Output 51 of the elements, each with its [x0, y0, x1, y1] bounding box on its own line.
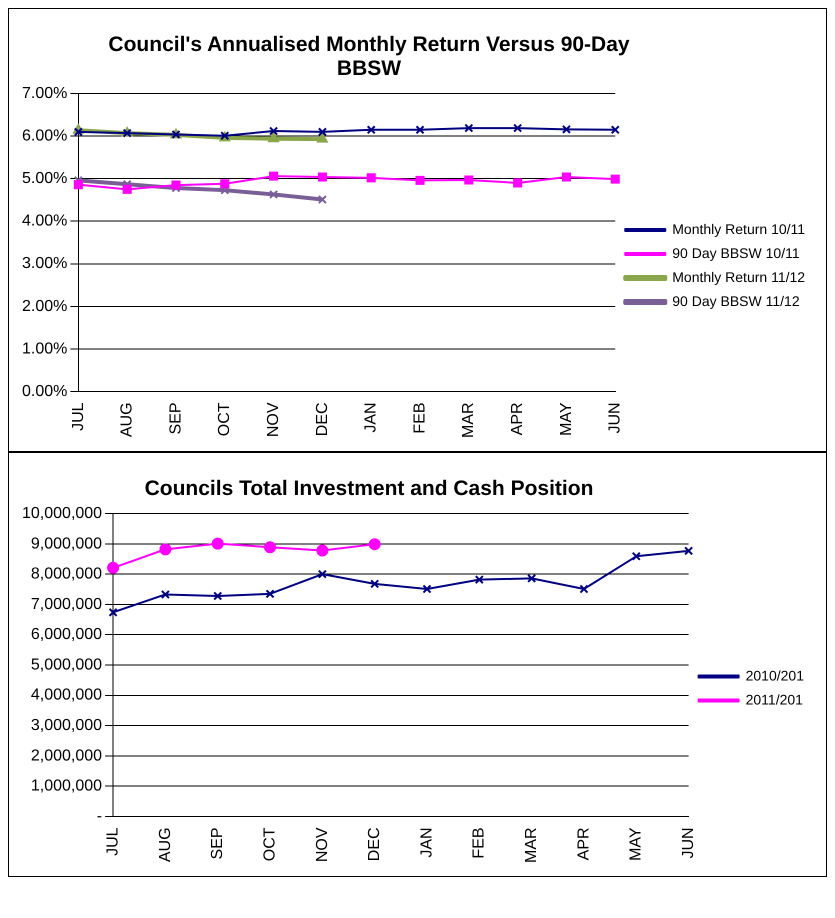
x-tick-label: NOV: [314, 827, 331, 862]
x-tick-label: SEP: [167, 402, 184, 434]
y-tick-label: 2.00%: [22, 298, 68, 315]
x-tick-label: DEC: [314, 402, 331, 436]
y-tick-label: 5.00%: [22, 170, 68, 188]
legend-label: 2010/201: [746, 667, 804, 684]
x-tick-label: JUN: [606, 402, 624, 434]
x-tick-label: FEB: [411, 402, 428, 434]
x-tick-label: APR: [575, 827, 592, 860]
y-tick-label: 7.00%: [22, 85, 68, 102]
y-tick-label: 2,000,000: [30, 747, 102, 764]
x-tick-label: JUN: [680, 827, 698, 859]
x-tick-label: SEP: [209, 827, 226, 860]
x-tick-label: MAR: [460, 402, 478, 438]
x-tick-label: AUG: [118, 402, 136, 438]
chart-title: Council's Annualised Monthly Return Versus 90-Day BBSW: [107, 33, 631, 81]
y-tick-label: 5,000,000: [30, 656, 102, 674]
x-tick-label: DEC: [366, 827, 384, 862]
y-tick-label: -: [96, 808, 102, 825]
x-tick-label: MAY: [628, 827, 645, 861]
x-tick-label: JAN: [362, 402, 380, 433]
y-tick-label: 1.00%: [22, 340, 68, 358]
legend-label: 90 Day BBSW 11/12: [672, 292, 800, 309]
y-tick-label: 4.00%: [22, 212, 68, 230]
y-tick-label: 3.00%: [22, 255, 68, 272]
y-tick-label: 0.00%: [22, 382, 68, 400]
x-tick-label: JAN: [418, 827, 436, 858]
x-tick-label: JUL: [70, 402, 87, 431]
y-tick-label: 8,000,000: [30, 566, 102, 583]
legend-label: Monthly Return 11/12: [672, 268, 806, 285]
x-tick-label: MAY: [558, 402, 575, 436]
x-tick-label: JUL: [104, 827, 122, 856]
y-tick-label: 3,000,000: [30, 717, 102, 734]
y-tick-label: 6,000,000: [30, 626, 102, 644]
x-tick-label: APR: [509, 402, 526, 436]
x-tick-label: OCT: [216, 402, 234, 436]
x-tick-label: NOV: [265, 402, 282, 438]
x-tick-label: MAR: [523, 827, 540, 864]
legend-label: 90 Day BBSW 10/11: [672, 244, 800, 261]
y-tick-label: 9,000,000: [30, 535, 102, 552]
legend-label: Monthly Return 10/11: [672, 220, 806, 237]
x-tick-label: AUG: [156, 827, 174, 862]
x-tick-label: OCT: [261, 827, 278, 862]
y-tick-label: 4,000,000: [30, 686, 102, 704]
chart-title: Councils Total Investment and Cash Position: [144, 477, 594, 501]
y-tick-label: 6.00%: [22, 128, 68, 145]
y-tick-label: 10,000,000: [22, 505, 102, 522]
x-tick-label: FEB: [470, 827, 488, 859]
legend-label: 2011/201: [746, 691, 804, 708]
y-tick-label: 1,000,000: [30, 778, 102, 795]
y-tick-label: 7,000,000: [30, 596, 102, 613]
